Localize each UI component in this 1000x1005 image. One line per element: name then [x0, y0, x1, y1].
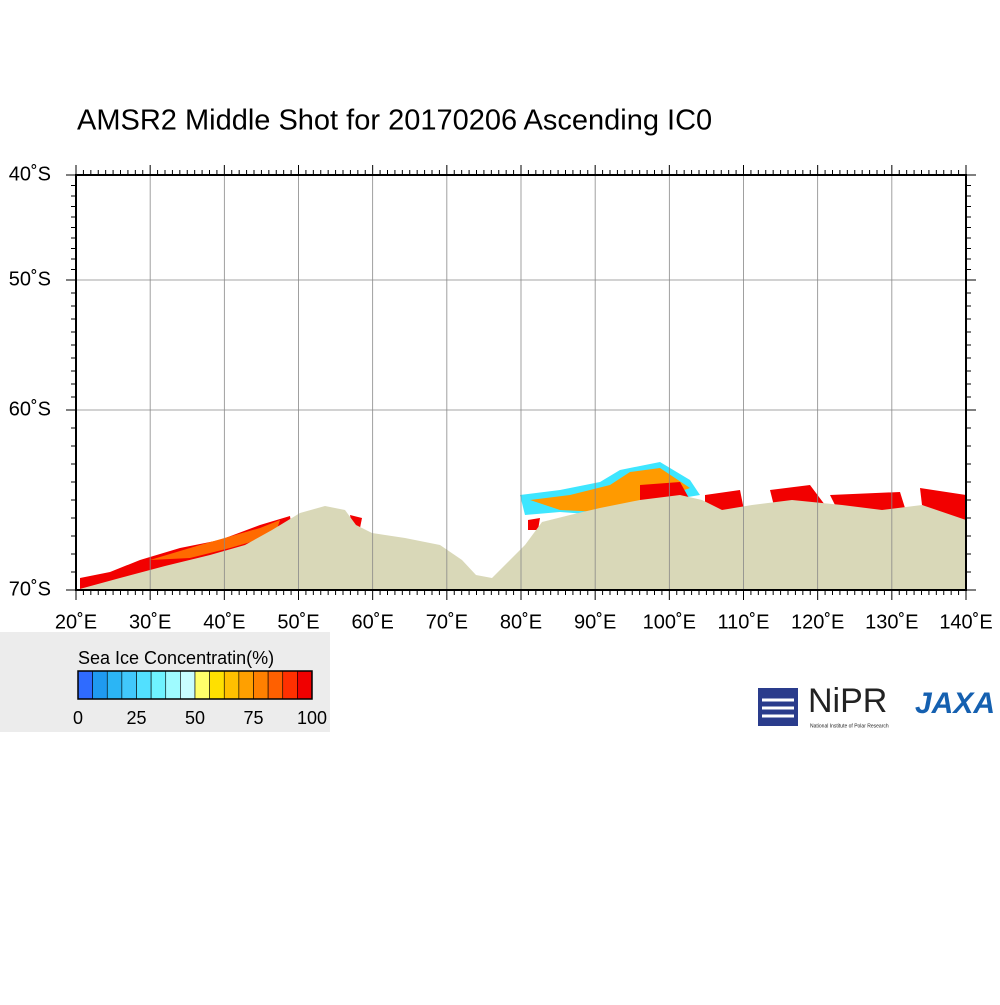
- frame-ticks: [66, 165, 976, 600]
- nipr-emblem-lines: [762, 698, 794, 718]
- colorbar-cell: [209, 670, 225, 700]
- colorbar-labels: 0 25 50 75 100: [73, 708, 327, 728]
- title: AMSR2 Middle Shot for 20170206 Ascending…: [77, 105, 712, 137]
- colorbar-cell: [136, 670, 152, 700]
- nipr-full-name: National Institute of Polar Research: [810, 723, 889, 729]
- colorbar-title: Sea Ice Concentratin(%): [78, 648, 274, 668]
- colorbar-cell: [223, 670, 240, 700]
- lon-label: 120˚E: [791, 611, 844, 633]
- colorbar-cells: [77, 670, 313, 700]
- lon-label: 20˚E: [55, 611, 97, 633]
- nipr-text: NiPR: [808, 682, 887, 720]
- ice-patch: [920, 488, 966, 520]
- graticule: [76, 175, 966, 590]
- lon-label: 100˚E: [643, 611, 696, 633]
- jaxa-text: JAXA: [915, 687, 995, 720]
- lon-label: 70˚E: [426, 611, 468, 633]
- lon-label: 90˚E: [574, 611, 616, 633]
- jaxa-logo: JAXA: [915, 687, 995, 720]
- lon-label: 130˚E: [865, 611, 918, 633]
- axis-labels: 40˚S 50˚S 60˚S 70˚S20˚E 30˚E 40˚E 50˚E 60˚E 70˚E…: [9, 163, 993, 633]
- colorbar-cell: [165, 670, 181, 700]
- colorbar-cell: [267, 670, 284, 700]
- colorbar-label: 25: [126, 708, 146, 728]
- colorbar-label: 50: [185, 708, 205, 728]
- colorbar-label: 100: [297, 708, 327, 728]
- lat-label: 50˚S: [9, 268, 51, 290]
- colorbar-cell: [194, 670, 210, 700]
- lon-label: 40˚E: [203, 611, 245, 633]
- colorbar-label: 75: [243, 708, 263, 728]
- lat-label: 70˚S: [9, 578, 51, 600]
- colorbar-cell: [92, 670, 108, 700]
- map-area: [66, 165, 976, 600]
- colorbar-cell: [106, 670, 123, 700]
- lon-label: 140˚E: [939, 611, 992, 633]
- colorbar-cell: [150, 670, 167, 700]
- nipr-logo: NiPR National Institute of Polar Researc…: [758, 682, 889, 729]
- ice-patch: [528, 518, 540, 530]
- lat-label: 60˚S: [9, 398, 51, 420]
- lon-label: 60˚E: [352, 611, 394, 633]
- colorbar-label: 0: [73, 708, 83, 728]
- colorbar-cell: [121, 670, 137, 700]
- colorbar-cell: [77, 670, 93, 700]
- colorbar-frame: [77, 670, 313, 700]
- lon-label: 80˚E: [500, 611, 542, 633]
- colorbar: Sea Ice Concentratin(%) 0 25 50 75 100: [0, 632, 330, 732]
- lon-label: 30˚E: [129, 611, 171, 633]
- lon-label: 50˚E: [277, 611, 319, 633]
- colorbar-cell: [238, 670, 254, 700]
- colorbar-cell: [253, 670, 269, 700]
- lon-label: 110˚E: [718, 611, 770, 633]
- lat-label: 40˚S: [9, 163, 51, 185]
- colorbar-cell: [282, 670, 298, 700]
- colorbar-cell: [180, 670, 196, 700]
- colorbar-cell: [297, 670, 313, 700]
